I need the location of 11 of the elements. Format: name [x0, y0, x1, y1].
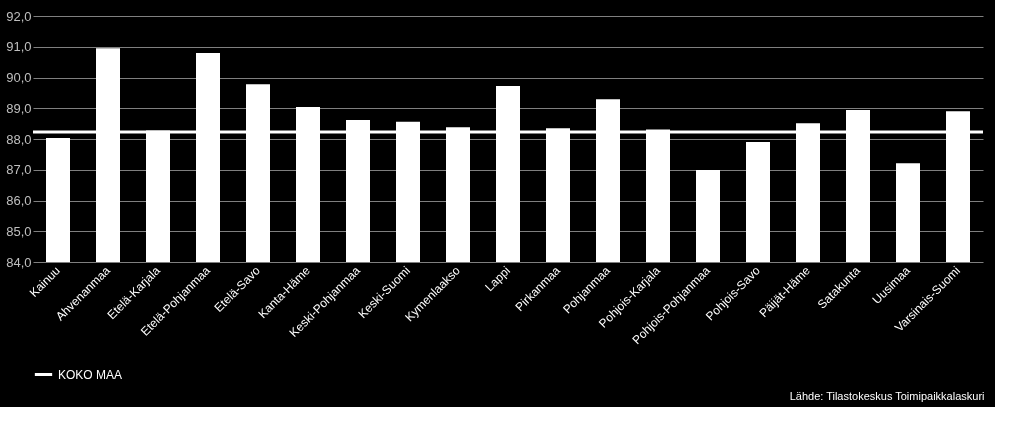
text: Lähde: Tilastokeskus Toimipaikkalaskuri [789, 390, 985, 402]
y-tick-label: 90,0 [6, 70, 32, 85]
y-tick-label: 89,0 [6, 100, 32, 116]
y-tick-label: 87,0 [6, 162, 32, 178]
y-tick-label: 84,0 [6, 254, 32, 270]
y-tick-label: 88,0 [6, 131, 32, 147]
legend-label: KOKO MAA [58, 367, 123, 382]
y-tick-label: 91,0 [6, 39, 32, 55]
y-tick-label: 92,0 [6, 8, 32, 24]
y-tick-label: 85,0 [6, 223, 32, 239]
y-tick-label: 86,0 [6, 193, 32, 208]
